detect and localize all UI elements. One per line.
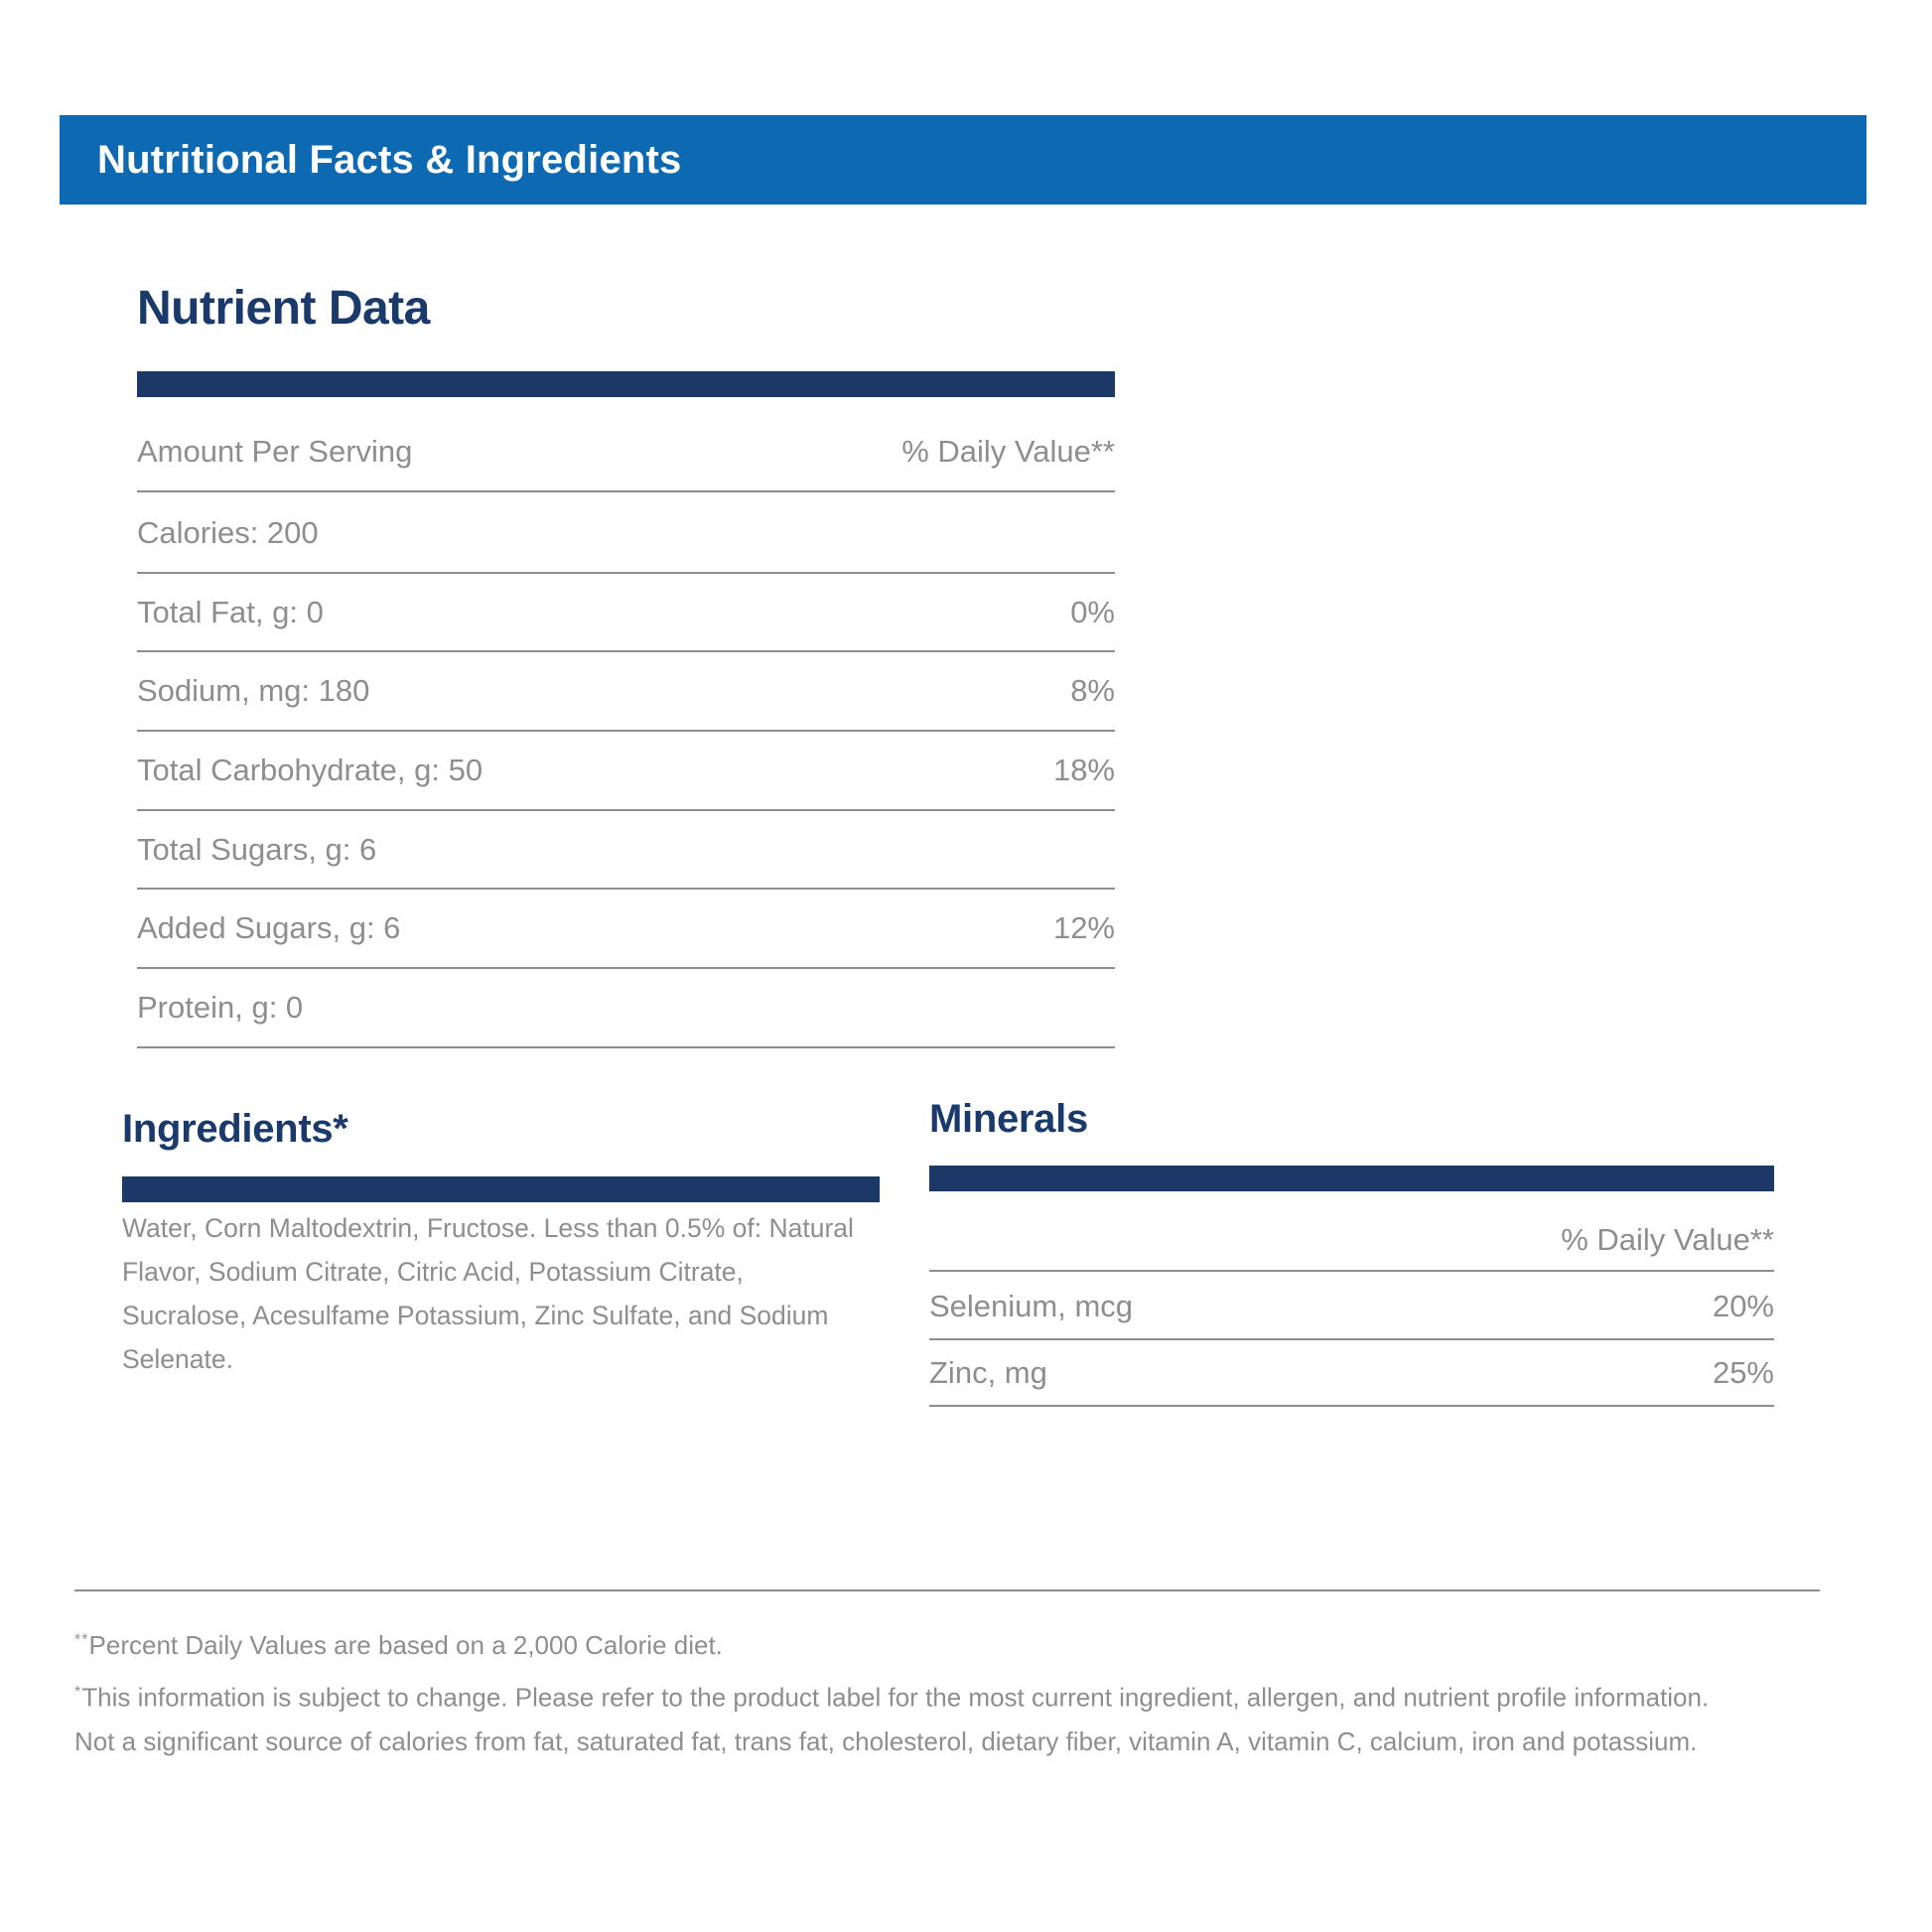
footnote-daily-values-text: Percent Daily Values are based on a 2,00… <box>88 1630 723 1660</box>
row-label: Sodium, mg: 180 <box>137 673 370 709</box>
minerals-table-body: Selenium, mcg 20% Zinc, mg 25% <box>929 1274 1774 1407</box>
row-label: Zinc, mg <box>929 1354 1047 1390</box>
row-value: 12% <box>1052 910 1115 946</box>
row-value: 20% <box>1712 1288 1774 1323</box>
footnote-daily-values: **Percent Daily Values are based on a 2,… <box>74 1630 723 1661</box>
minerals-table-header: % Daily Value** <box>929 1191 1774 1272</box>
nutrient-data-accent-bar <box>137 371 1115 397</box>
row-label: Total Fat, g: 0 <box>137 594 324 629</box>
table-row: Calories: 200 <box>137 494 1115 574</box>
row-value: 0% <box>1070 594 1115 629</box>
amount-per-serving-header: Amount Per Serving <box>137 434 413 469</box>
minerals-section: Minerals % Daily Value** Selenium, mcg 2… <box>929 1097 1774 1407</box>
minerals-daily-value-header: % Daily Value** <box>1561 1221 1774 1257</box>
row-label: Added Sugars, g: 6 <box>137 910 401 946</box>
ingredients-section: Ingredients* Water, Corn Maltodextrin, F… <box>122 1107 880 1374</box>
minerals-heading: Minerals <box>929 1097 1088 1141</box>
nutrient-table-body: Calories: 200 Total Fat, g: 0 0% Sodium,… <box>137 494 1115 1048</box>
row-value: 18% <box>1052 752 1115 787</box>
page-title: Nutritional Facts & Ingredients <box>97 137 682 182</box>
footnote-disclaimer-marker: * <box>74 1683 82 1701</box>
nutrient-data-heading: Nutrient Data <box>137 282 430 335</box>
ingredients-text: Water, Corn Maltodextrin, Fructose. Less… <box>122 1213 854 1374</box>
row-value: 25% <box>1712 1354 1774 1390</box>
ingredients-accent-bar <box>122 1176 880 1202</box>
footnote-disclaimer-text: This information is subject to change. P… <box>74 1682 1710 1756</box>
ingredients-heading: Ingredients* <box>122 1107 348 1151</box>
nutrient-table-header: Amount Per Serving % Daily Value** <box>137 397 1115 492</box>
table-row: Total Sugars, g: 6 <box>137 811 1115 891</box>
page-banner: Nutritional Facts & Ingredients <box>60 115 1866 205</box>
table-row: Sodium, mg: 180 8% <box>137 652 1115 733</box>
footer-divider <box>74 1589 1820 1591</box>
table-row: Selenium, mcg 20% <box>929 1274 1774 1340</box>
row-label: Total Carbohydrate, g: 50 <box>137 752 483 787</box>
table-row: Total Carbohydrate, g: 50 18% <box>137 732 1115 811</box>
footnote-disclaimer: *This information is subject to change. … <box>74 1670 1709 1763</box>
row-label: Protein, g: 0 <box>137 989 304 1025</box>
table-row: Total Fat, g: 0 0% <box>137 574 1115 653</box>
row-label: Calories: 200 <box>137 514 319 550</box>
minerals-accent-bar <box>929 1166 1774 1191</box>
table-row: Protein, g: 0 <box>137 969 1115 1048</box>
table-row: Zinc, mg 25% <box>929 1340 1774 1407</box>
footnote-daily-values-marker: ** <box>74 1630 89 1649</box>
daily-value-header: % Daily Value** <box>901 434 1115 469</box>
row-label: Selenium, mcg <box>929 1288 1134 1323</box>
table-row: Added Sugars, g: 6 12% <box>137 890 1115 970</box>
row-value: 8% <box>1070 673 1115 709</box>
row-label: Total Sugars, g: 6 <box>137 831 377 867</box>
